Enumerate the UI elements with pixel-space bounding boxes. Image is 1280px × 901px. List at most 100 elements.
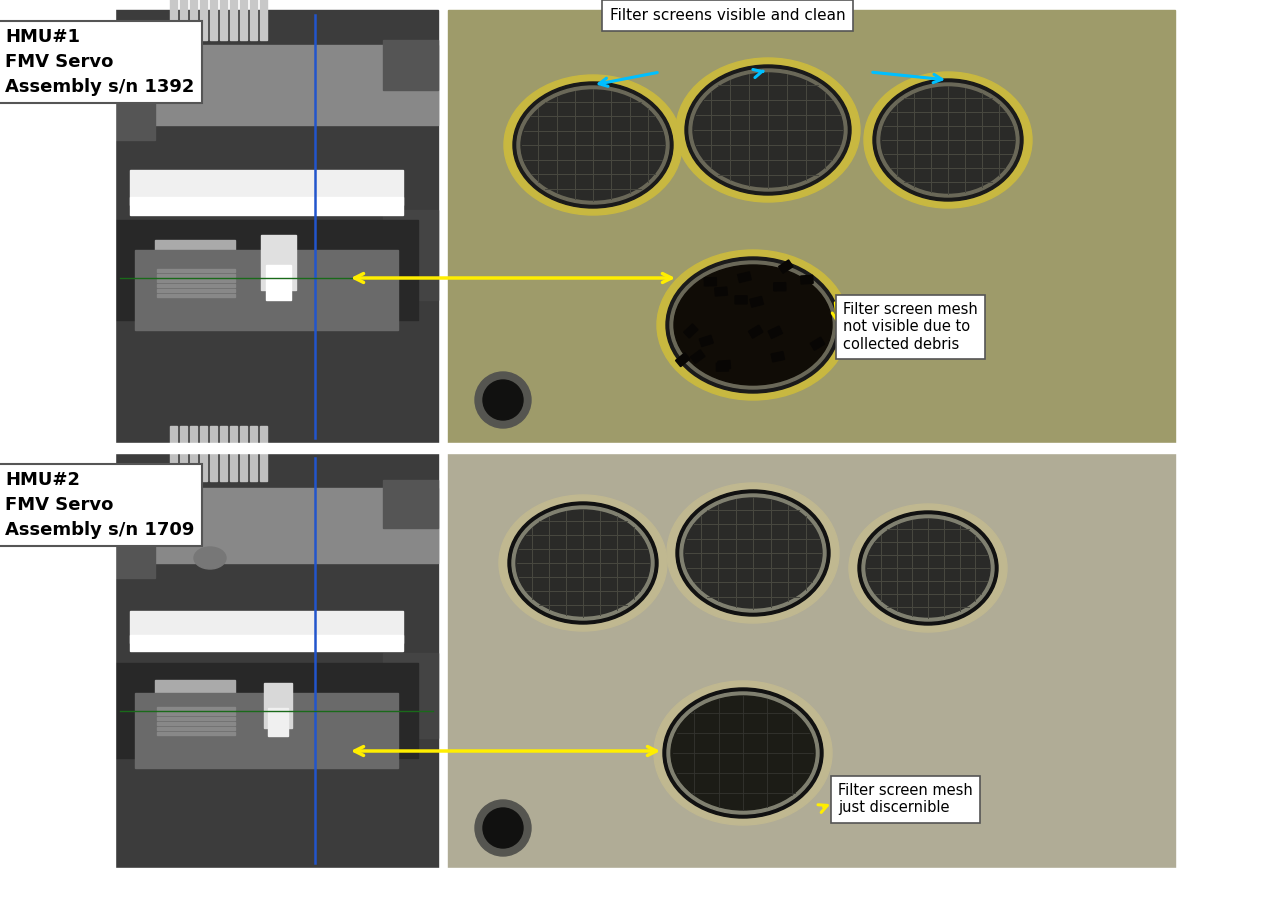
Ellipse shape	[858, 511, 998, 625]
Bar	[737, 272, 751, 282]
Bar	[131, 635, 403, 651]
Ellipse shape	[667, 483, 838, 623]
Ellipse shape	[504, 75, 682, 215]
Bar	[735, 296, 748, 304]
Bar	[220, 0, 227, 40]
Bar	[155, 680, 236, 708]
Ellipse shape	[669, 261, 836, 389]
Bar	[250, 0, 257, 40]
Ellipse shape	[663, 688, 823, 818]
Bar	[115, 513, 155, 578]
Bar	[180, 0, 187, 40]
Bar	[230, 426, 237, 481]
Bar	[189, 426, 197, 481]
Ellipse shape	[689, 69, 847, 191]
Bar	[717, 363, 728, 371]
Ellipse shape	[671, 696, 815, 810]
Ellipse shape	[864, 72, 1032, 208]
Circle shape	[475, 372, 531, 428]
Bar	[157, 289, 236, 292]
Bar	[157, 269, 236, 272]
Circle shape	[475, 800, 531, 856]
Bar	[157, 732, 236, 735]
Bar	[448, 10, 1175, 443]
Bar	[268, 708, 288, 736]
Bar	[200, 426, 207, 481]
Ellipse shape	[881, 87, 1015, 193]
Bar	[157, 712, 236, 715]
Bar	[718, 360, 731, 369]
Bar	[383, 480, 438, 528]
Bar	[714, 287, 727, 296]
Bar	[0, 443, 1280, 453]
Bar	[157, 717, 236, 720]
Ellipse shape	[508, 502, 658, 624]
Bar	[170, 0, 177, 40]
Circle shape	[483, 808, 524, 848]
Ellipse shape	[685, 65, 851, 195]
Bar	[250, 426, 257, 481]
Bar	[241, 0, 247, 40]
Ellipse shape	[513, 82, 673, 208]
Ellipse shape	[849, 504, 1007, 632]
Bar	[676, 353, 690, 367]
Bar	[260, 0, 268, 40]
Ellipse shape	[666, 257, 840, 393]
Bar	[210, 426, 218, 481]
Bar	[749, 325, 763, 338]
Text: Filter screen mesh
not visible due to
collected debris: Filter screen mesh not visible due to co…	[844, 302, 978, 351]
Bar	[220, 426, 227, 481]
Bar	[230, 0, 237, 40]
Ellipse shape	[521, 90, 666, 200]
Bar	[448, 453, 1175, 868]
Bar	[690, 350, 705, 363]
Bar	[768, 326, 782, 339]
Bar	[684, 324, 698, 338]
Bar	[115, 453, 438, 868]
Bar	[0, 0, 115, 868]
Bar	[771, 351, 785, 362]
Bar	[115, 70, 155, 140]
Bar	[266, 265, 291, 300]
Circle shape	[483, 380, 524, 420]
Ellipse shape	[877, 83, 1019, 197]
Ellipse shape	[873, 79, 1023, 201]
Bar	[131, 611, 403, 643]
Ellipse shape	[657, 250, 849, 400]
Ellipse shape	[867, 519, 989, 617]
Ellipse shape	[684, 498, 822, 608]
Text: HMU#2
FMV Servo
Assembly s/n 1709: HMU#2 FMV Servo Assembly s/n 1709	[5, 471, 195, 539]
Bar	[210, 0, 218, 40]
Bar	[241, 426, 247, 481]
Bar	[778, 260, 794, 273]
Ellipse shape	[861, 515, 995, 621]
Bar	[699, 335, 713, 347]
Bar	[383, 210, 438, 300]
Bar	[134, 250, 398, 330]
Bar	[157, 727, 236, 730]
Ellipse shape	[675, 265, 832, 385]
Ellipse shape	[195, 547, 227, 569]
Bar	[200, 0, 207, 40]
Ellipse shape	[676, 490, 829, 616]
Bar	[189, 0, 197, 40]
Bar	[157, 284, 236, 287]
Bar	[145, 45, 438, 125]
Text: Filter screens visible and clean: Filter screens visible and clean	[611, 8, 846, 23]
Ellipse shape	[516, 510, 650, 616]
Bar	[155, 240, 236, 270]
Bar	[115, 663, 419, 758]
Bar	[810, 337, 824, 350]
Bar	[750, 296, 763, 307]
Bar	[131, 197, 403, 215]
Bar	[801, 275, 813, 284]
Bar	[157, 707, 236, 710]
Bar	[115, 220, 419, 320]
Text: HMU#1
FMV Servo
Assembly s/n 1392: HMU#1 FMV Servo Assembly s/n 1392	[5, 28, 195, 96]
Bar	[180, 426, 187, 481]
Bar	[170, 426, 177, 481]
Bar	[115, 10, 438, 443]
Bar	[773, 283, 786, 291]
Ellipse shape	[499, 495, 667, 631]
Bar	[157, 294, 236, 297]
